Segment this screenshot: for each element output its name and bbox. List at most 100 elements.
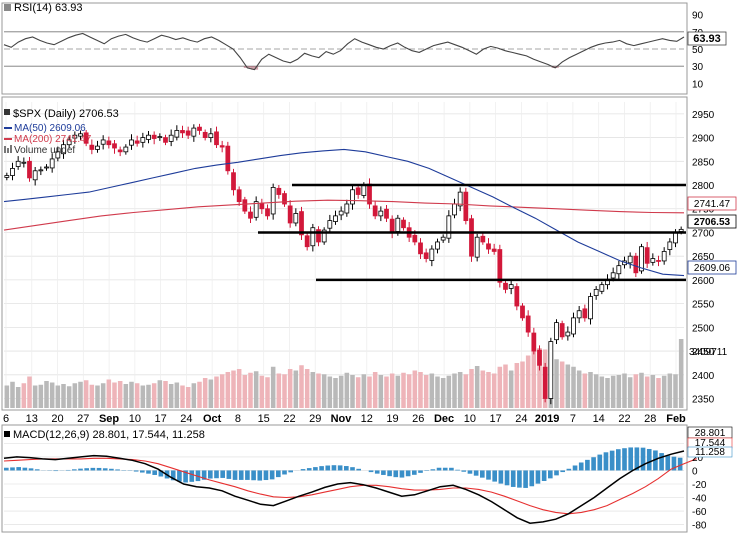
macd-hist-bar (442, 467, 448, 471)
candle-body (49, 158, 55, 169)
x-tick-label: Feb (666, 413, 686, 425)
volume-bar (582, 373, 588, 408)
volume-bar (673, 374, 678, 408)
macd-hist-bar (84, 468, 89, 471)
candle-body (372, 205, 378, 217)
candle-body (673, 232, 678, 244)
macd-hist-bar (208, 470, 213, 479)
macd-hist-bar (300, 469, 306, 471)
macd-hist-bar (115, 469, 120, 471)
volume-bar (446, 375, 452, 408)
macd-hist-bar (72, 469, 77, 471)
volume-bar (157, 380, 163, 408)
candle-body (316, 229, 321, 243)
macd-hist-bar (313, 467, 318, 471)
volume-bar (117, 381, 123, 408)
volume-bar (242, 375, 248, 408)
macd-hist-bar (374, 470, 380, 474)
macd-hist-bar (152, 470, 157, 475)
volume-bar (270, 366, 276, 408)
macd-hist-bar (276, 470, 281, 478)
volume-bar (168, 384, 174, 408)
volume-legend: Volume undef (14, 145, 75, 156)
x-tick-label: 13 (26, 413, 38, 425)
candle-body (554, 322, 559, 341)
macd-hist-bar (541, 470, 547, 481)
volume-bar (180, 385, 185, 408)
volume-bar (112, 382, 117, 408)
price-tick-label: 2700 (692, 228, 715, 239)
volume-bar (163, 381, 168, 408)
macd-hist-bar (418, 470, 423, 473)
volume-bar (27, 376, 32, 408)
volume-bar (384, 376, 389, 408)
volume-bar (15, 387, 21, 408)
x-tick-label: 10 (464, 413, 476, 425)
candle-body (304, 235, 310, 248)
volume-bar (191, 383, 197, 408)
candle-body (384, 208, 389, 219)
candle-body (565, 331, 571, 337)
volume-bar (197, 381, 202, 408)
macd-hist-bar (344, 466, 349, 471)
macd-label: MACD(12,26,9) 28.801, 17.544, 11.258 (13, 429, 205, 441)
volume-bar (514, 363, 520, 408)
volume-bar (554, 359, 559, 408)
x-tick-label: 19 (386, 413, 398, 425)
x-tick-label: 6 (3, 413, 9, 425)
volume-bar (463, 374, 469, 408)
volume-bar (316, 373, 321, 408)
candle-body (525, 315, 531, 333)
candle-body (531, 332, 537, 352)
candle-body (469, 218, 474, 257)
svg-text:17.544: 17.544 (695, 438, 726, 449)
candle-body (401, 219, 406, 229)
candle-body (452, 203, 457, 216)
x-tick-label: 7 (570, 413, 576, 425)
macd-hist-bar (591, 457, 596, 471)
macd-hist-bar (183, 470, 188, 483)
rsi-tick-label: 30 (692, 62, 704, 73)
macd-hist-bar (337, 465, 343, 471)
candle-body (350, 189, 355, 205)
x-tick-label: Sep (99, 413, 119, 425)
volume-bar (344, 372, 350, 408)
candle-body (89, 144, 95, 150)
macd-hist-bar (109, 468, 114, 471)
volume-bar (140, 385, 146, 408)
candle-body (480, 235, 486, 243)
macd-hist-bar (146, 470, 151, 474)
candle-body (95, 145, 100, 150)
price-tick-label: 2600 (692, 276, 715, 287)
candle-body (571, 317, 576, 335)
candle-body (418, 242, 423, 255)
volume-bar (225, 372, 231, 408)
candle-body (520, 305, 525, 319)
volume-bar (253, 371, 259, 408)
macd-histogram (4, 447, 683, 488)
candle-body (55, 151, 61, 159)
macd-hist-bar (529, 470, 535, 487)
candle-body (344, 203, 350, 214)
macd-hist-bar (560, 470, 565, 473)
candle-body (457, 191, 463, 207)
macd-tick-label: -40 (692, 494, 707, 505)
volume-bar (639, 372, 644, 408)
rsi-tick-label: 90 (692, 11, 704, 22)
volume-bar (10, 381, 15, 408)
candle-body (508, 284, 514, 289)
candle-body (486, 243, 491, 250)
volume-bar (661, 375, 667, 408)
candle-body (242, 199, 248, 212)
macd-hist-bar (473, 470, 479, 476)
macd-hist-bar (585, 459, 590, 471)
x-tick-label: 15 (258, 413, 270, 425)
volume-bar (78, 381, 83, 408)
volume-bar (304, 369, 310, 408)
candle-body (282, 193, 287, 205)
macd-hist-bar (269, 470, 275, 480)
price-panel: 2350240024502500255026002650270027502800… (1, 96, 737, 425)
candle-body (616, 265, 622, 275)
volume-bar (276, 373, 282, 408)
macd-hist-bar (257, 470, 263, 481)
